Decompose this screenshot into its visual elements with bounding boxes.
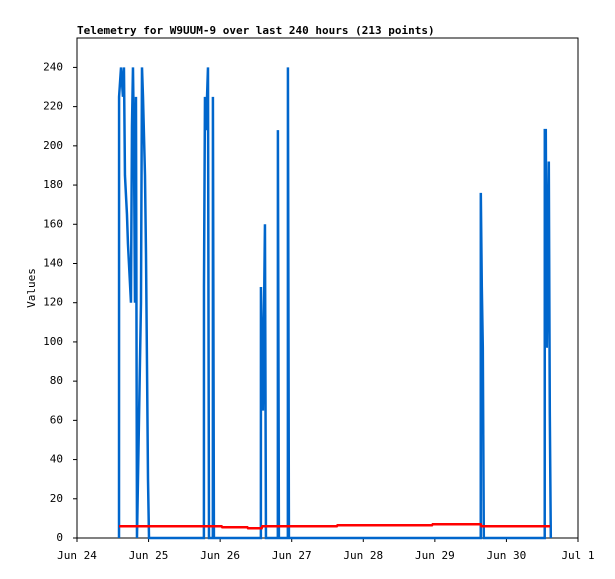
x-tick-label: Jul 1 xyxy=(561,549,594,562)
y-tick-label: 100 xyxy=(43,335,63,348)
y-tick-label: 200 xyxy=(43,139,63,152)
x-tick-label: Jun 24 xyxy=(57,549,97,562)
y-tick-label: 20 xyxy=(50,492,63,505)
y-tick-label: 160 xyxy=(43,217,63,230)
x-tick-label: Jun 26 xyxy=(200,549,240,562)
series-line xyxy=(119,523,551,530)
y-tick-label: 220 xyxy=(43,100,63,113)
y-tick-label: 120 xyxy=(43,296,63,309)
x-tick-label: Jun 30 xyxy=(487,549,527,562)
y-tick-label: 140 xyxy=(43,256,63,269)
y-tick-label: 240 xyxy=(43,60,63,73)
x-tick-label: Jun 27 xyxy=(272,549,312,562)
y-tick-label: 60 xyxy=(50,413,63,426)
plot-area xyxy=(76,37,579,539)
x-tick-label: Jun 29 xyxy=(415,549,455,562)
x-tick-label: Jun 25 xyxy=(129,549,169,562)
y-tick-label: 80 xyxy=(50,374,63,387)
y-tick-label: 180 xyxy=(43,178,63,191)
y-tick-label: 0 xyxy=(56,531,63,544)
chart-title: Telemetry for W9UUM-9 over last 240 hour… xyxy=(77,24,435,37)
x-tick-label: Jun 28 xyxy=(343,549,383,562)
series-line xyxy=(117,67,553,540)
y-tick-label: 40 xyxy=(50,453,63,466)
y-axis-label: Values xyxy=(25,268,38,308)
